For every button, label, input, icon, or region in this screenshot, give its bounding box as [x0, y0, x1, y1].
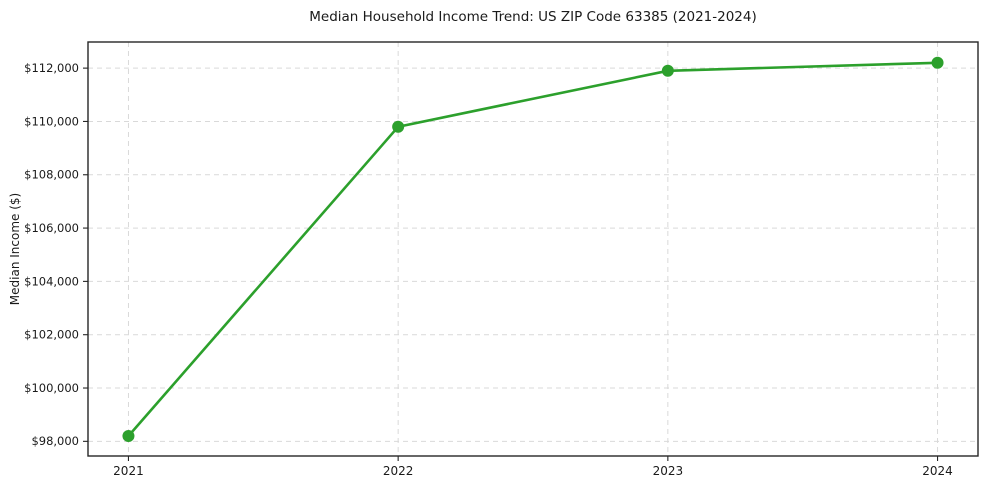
trend-line — [127, 61, 939, 438]
data-point-marker — [931, 56, 944, 69]
y-tick-label: $106,000 — [24, 221, 79, 235]
y-tick-label: $102,000 — [24, 328, 79, 342]
x-tick-label: 2021 — [113, 464, 144, 478]
chart-title: Median Household Income Trend: US ZIP Co… — [309, 9, 757, 25]
data-point-marker — [661, 64, 674, 77]
y-tick-label: $108,000 — [24, 168, 79, 182]
axes-spines — [87, 41, 979, 457]
x-tick-label: 2023 — [653, 464, 684, 478]
data-point-marker — [122, 430, 135, 443]
data-point-marker — [392, 120, 405, 133]
y-tick-label: $100,000 — [24, 381, 79, 395]
x-tick-label: 2022 — [383, 464, 414, 478]
y-tick-label: $98,000 — [31, 434, 79, 448]
y-tick-label: $112,000 — [24, 61, 79, 75]
y-tick-label: $110,000 — [24, 114, 79, 128]
y-tick-label: $104,000 — [24, 274, 79, 288]
x-tick-label: 2024 — [922, 464, 953, 478]
